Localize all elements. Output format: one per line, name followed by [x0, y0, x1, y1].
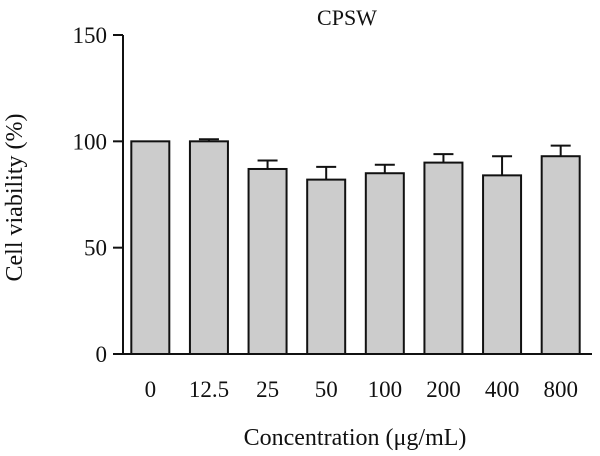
- error-bar-100: [374, 163, 395, 174]
- bar-50: [306, 178, 347, 355]
- error-bar-200: [433, 153, 454, 163]
- x-tick-label-50: 50: [315, 377, 338, 402]
- y-tick-label-100: 100: [73, 129, 108, 154]
- bar-25: [247, 167, 288, 355]
- bar-0: [130, 140, 171, 355]
- bar-400: [482, 174, 523, 355]
- y-axis: 0 50 100 150: [73, 23, 124, 367]
- error-bar-12.5: [198, 138, 219, 142]
- x-tick-label-25: 25: [256, 377, 279, 402]
- x-tick-label-0: 0: [145, 377, 157, 402]
- bar-100: [364, 172, 405, 355]
- error-bar-group: [198, 138, 571, 180]
- error-bar-25: [257, 159, 278, 169]
- x-axis: 0 12.5 25 50 100 200 400 800: [113, 353, 592, 402]
- error-bar-400: [492, 155, 513, 176]
- chart-title: CPSW: [317, 5, 377, 30]
- y-tick-label-0: 0: [96, 342, 108, 367]
- x-tick-label-200: 200: [426, 377, 461, 402]
- x-axis-title: Concentration (μg/mL): [244, 425, 467, 451]
- bar-12.5: [188, 140, 229, 355]
- x-tick-label-400: 400: [485, 377, 520, 402]
- x-tick-label-100: 100: [368, 377, 403, 402]
- x-tick-label-12.5: 12.5: [189, 377, 229, 402]
- error-bar-800: [550, 144, 571, 157]
- y-tick-label-150: 150: [73, 23, 108, 48]
- y-axis-title: Cell viability (%): [2, 114, 28, 282]
- bar-200: [423, 161, 464, 355]
- error-bar-50: [316, 165, 337, 180]
- bar-800: [540, 155, 581, 355]
- x-tick-label-800: 800: [543, 377, 578, 402]
- y-tick-label-50: 50: [84, 236, 107, 261]
- bar-group: [130, 140, 581, 355]
